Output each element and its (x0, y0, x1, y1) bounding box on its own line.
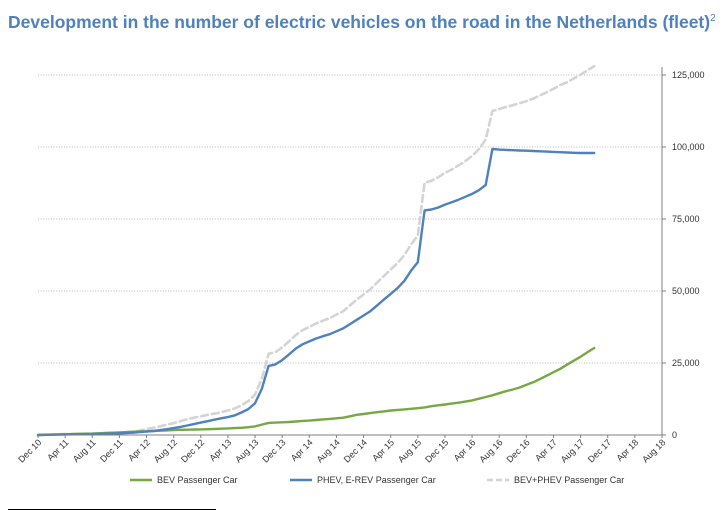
legend: BEV Passenger Car PHEV, E-REV Passenger C… (130, 475, 624, 485)
y-tick-label: 0 (672, 430, 677, 440)
x-tick-label: Dec 16 (505, 437, 532, 464)
x-tick-label: Apr 16 (452, 437, 478, 463)
x-tick-label: Dec 13 (260, 437, 287, 464)
x-tick-label: Dec 10 (16, 437, 43, 464)
gridlines (38, 74, 662, 364)
legend-label: PHEV, E-REV Passenger Car (317, 475, 436, 485)
x-tick-label: Aug 18 (640, 437, 667, 464)
x-tick-label: Aug 12 (152, 437, 179, 464)
x-tick-label: Dec 17 (586, 437, 613, 464)
x-tick-label: Aug 13 (233, 437, 260, 464)
chart-title: Development in the number of electric ve… (8, 12, 716, 33)
x-tick-label: Aug 11 (71, 437, 98, 464)
chart-title-text: Development in the number of electric ve… (8, 12, 711, 32)
x-tick-label: Apr 15 (370, 437, 396, 463)
series-lines (36, 64, 596, 437)
x-tick-label: Aug 14 (315, 437, 342, 464)
y-tick-label: 50,000 (672, 286, 700, 296)
series-line-phev-e-rev-passenger-car (36, 147, 596, 437)
series-line-bev-phev-passenger-car (36, 64, 596, 437)
y-tick-label: 100,000 (672, 142, 705, 152)
y-tick-label: 125,000 (672, 70, 705, 80)
x-tick-label: Aug 15 (396, 437, 423, 464)
x-tick-label: Apr 14 (289, 437, 315, 463)
legend-label: BEV+PHEV Passenger Car (514, 475, 624, 485)
x-tick-label: Dec 15 (423, 437, 450, 464)
x-tick-label: Dec 14 (342, 437, 369, 464)
x-tick-label: Dec 11 (98, 437, 125, 464)
x-tick-label: Dec 12 (179, 437, 206, 464)
x-tick-label: Aug 17 (559, 437, 586, 464)
x-tick-label: Aug 16 (477, 437, 504, 464)
series-line-bev-passenger-car (36, 346, 596, 437)
x-tick-label: Apr 18 (614, 437, 640, 463)
y-tick-label: 75,000 (672, 214, 700, 224)
legend-label: BEV Passenger Car (157, 475, 238, 485)
x-tick-label: Apr 17 (533, 437, 559, 463)
x-tick-label: Apr 13 (207, 437, 233, 463)
y-tick-label: 25,000 (672, 358, 700, 368)
title-footnote-marker: 2 (710, 13, 716, 25)
x-tick-label: Apr 12 (126, 437, 152, 463)
footnote-divider (8, 509, 216, 510)
x-tick-label: Apr 11 (45, 437, 70, 462)
